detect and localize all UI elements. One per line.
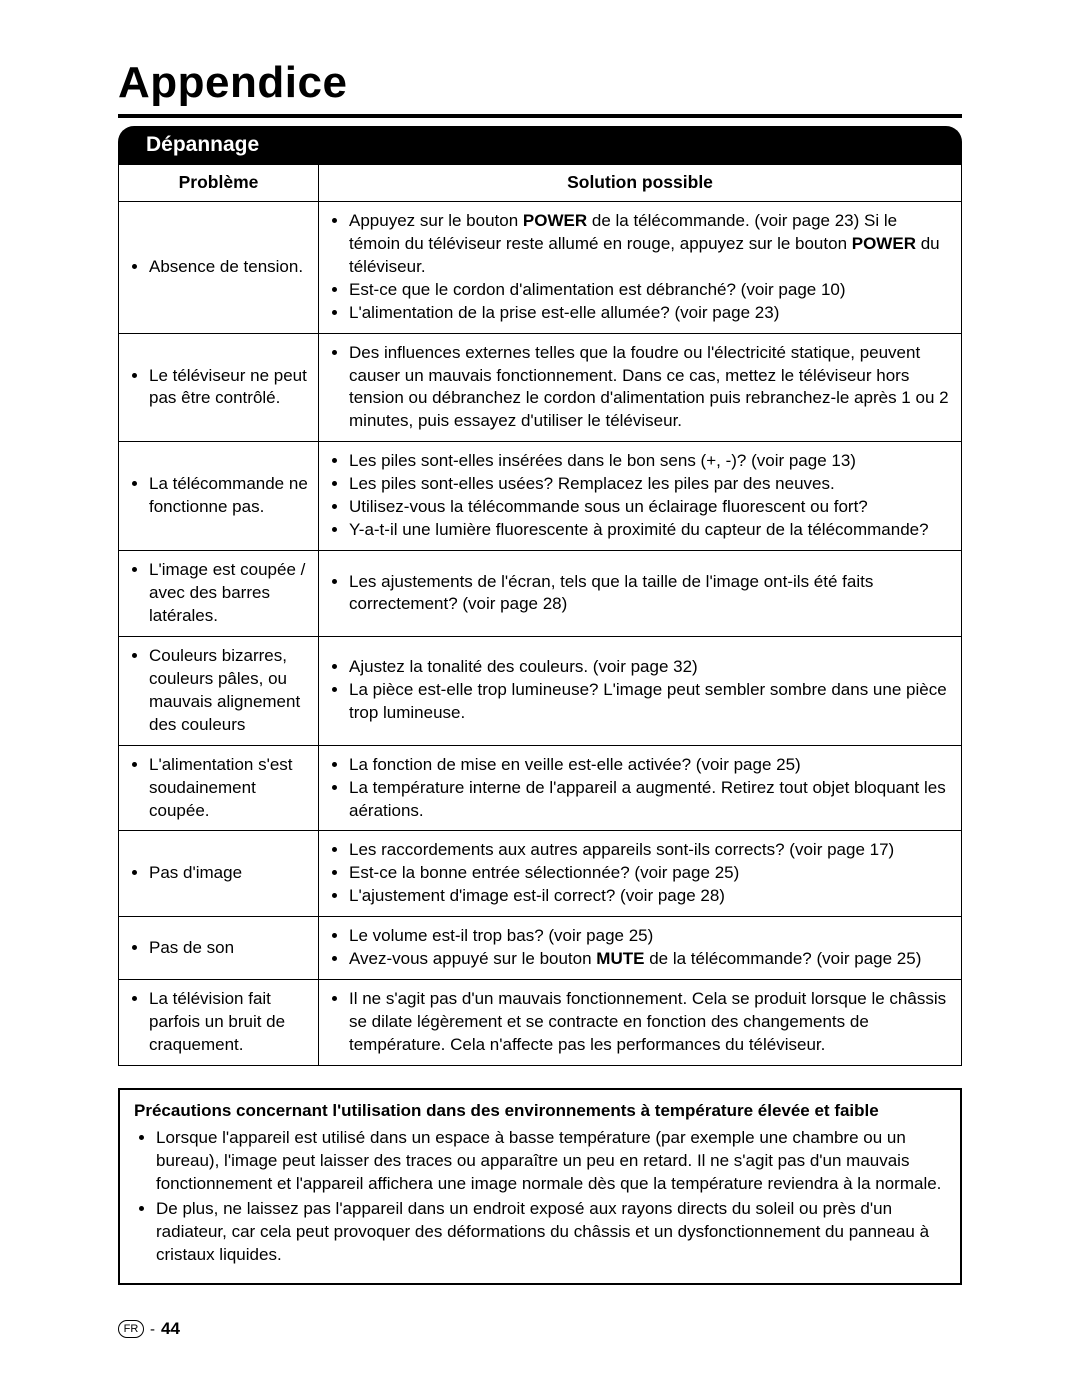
solution-cell: Les ajustements de l'écran, tels que la …: [319, 551, 962, 637]
problem-cell: Couleurs bizarres, couleurs pâles, ou ma…: [119, 636, 319, 745]
page-number: 44: [161, 1319, 180, 1339]
table-body: Absence de tension. Appuyez sur le bouton…: [119, 201, 962, 1065]
problem-list: Absence de tension.: [127, 256, 314, 279]
manual-page: Appendice Dépannage Problème Solution po…: [0, 0, 1080, 1397]
table-row: La télécommande ne fonctionne pas. Les pi…: [119, 442, 962, 551]
solution-item: Est-ce que le cordon d'alimentation est …: [349, 279, 949, 302]
table-row: Pas de son Le volume est-il trop bas? (vo…: [119, 917, 962, 980]
section-banner: Dépannage: [118, 126, 962, 164]
problem-cell: Pas d'image: [119, 831, 319, 917]
problem-cell: Pas de son: [119, 917, 319, 980]
problem-item: Le téléviseur ne peut pas être contrôlé.: [149, 365, 314, 411]
solution-item: Ajustez la tonalité des couleurs. (voir …: [349, 656, 949, 679]
solution-cell: Appuyez sur le bouton POWER de la téléco…: [319, 201, 962, 333]
solution-item: Les piles sont-elles insérées dans le bo…: [349, 450, 949, 473]
problem-list: L'alimentation s'est soudainement coupée…: [127, 754, 314, 823]
precautions-title: Précautions concernant l'utilisation dan…: [134, 1100, 946, 1123]
solution-item: Le volume est-il trop bas? (voir page 25…: [349, 925, 949, 948]
solution-list: Appuyez sur le bouton POWER de la téléco…: [327, 210, 949, 325]
problem-item: L'alimentation s'est soudainement coupée…: [149, 754, 314, 823]
precaution-item: Lorsque l'appareil est utilisé dans un e…: [156, 1127, 946, 1196]
header-solution: Solution possible: [319, 165, 962, 202]
solution-cell: Il ne s'agit pas d'un mauvais fonctionne…: [319, 980, 962, 1066]
solution-item: La température interne de l'appareil a a…: [349, 777, 949, 823]
solution-list: Ajustez la tonalité des couleurs. (voir …: [327, 656, 949, 725]
problem-cell: L'alimentation s'est soudainement coupée…: [119, 745, 319, 831]
footer-separator: -: [150, 1321, 155, 1338]
problem-cell: La télévision fait parfois un bruit de c…: [119, 980, 319, 1066]
precaution-item: De plus, ne laissez pas l'appareil dans …: [156, 1198, 946, 1267]
table-row: L'image est coupée / avec des barres lat…: [119, 551, 962, 637]
table-row: Absence de tension. Appuyez sur le bouton…: [119, 201, 962, 333]
title-rule: [118, 114, 962, 118]
table-row: La télévision fait parfois un bruit de c…: [119, 980, 962, 1066]
solution-item: Avez-vous appuyé sur le bouton MUTE de l…: [349, 948, 949, 971]
problem-item: La télécommande ne fonctionne pas.: [149, 473, 314, 519]
solution-item: Les piles sont-elles usées? Remplacez le…: [349, 473, 949, 496]
solution-list: Les piles sont-elles insérées dans le bo…: [327, 450, 949, 542]
table-row: Couleurs bizarres, couleurs pâles, ou ma…: [119, 636, 962, 745]
language-badge: FR: [118, 1320, 144, 1338]
problem-cell: Le téléviseur ne peut pas être contrôlé.: [119, 333, 319, 442]
troubleshooting-table: Problème Solution possible Absence de te…: [118, 164, 962, 1066]
solution-item: Appuyez sur le bouton POWER de la téléco…: [349, 210, 949, 279]
solution-item: Est-ce la bonne entrée sélectionnée? (vo…: [349, 862, 949, 885]
solution-item: L'alimentation de la prise est-elle allu…: [349, 302, 949, 325]
solution-list: Les raccordements aux autres appareils s…: [327, 839, 949, 908]
solution-list: Les ajustements de l'écran, tels que la …: [327, 571, 949, 617]
table-row: Le téléviseur ne peut pas être contrôlé.…: [119, 333, 962, 442]
table-row: Pas d'image Les raccordements aux autres …: [119, 831, 962, 917]
problem-cell: L'image est coupée / avec des barres lat…: [119, 551, 319, 637]
solution-item: La pièce est-elle trop lumineuse? L'imag…: [349, 679, 949, 725]
problem-item: La télévision fait parfois un bruit de c…: [149, 988, 314, 1057]
chapter-title: Appendice: [118, 58, 962, 108]
header-problem: Problème: [119, 165, 319, 202]
solution-item: L'ajustement d'image est-il correct? (vo…: [349, 885, 949, 908]
table-header-row: Problème Solution possible: [119, 165, 962, 202]
problem-item: Pas d'image: [149, 862, 314, 885]
problem-cell: Absence de tension.: [119, 201, 319, 333]
problem-item: Pas de son: [149, 937, 314, 960]
solution-item: Des influences externes telles que la fo…: [349, 342, 949, 434]
solution-cell: Le volume est-il trop bas? (voir page 25…: [319, 917, 962, 980]
problem-list: Pas d'image: [127, 862, 314, 885]
solution-cell: Les raccordements aux autres appareils s…: [319, 831, 962, 917]
page-footer: FR - 44: [118, 1319, 180, 1339]
solution-cell: Les piles sont-elles insérées dans le bo…: [319, 442, 962, 551]
problem-item: Absence de tension.: [149, 256, 314, 279]
problem-item: L'image est coupée / avec des barres lat…: [149, 559, 314, 628]
solution-cell: La fonction de mise en veille est-elle a…: [319, 745, 962, 831]
solution-item: Utilisez-vous la télécommande sous un éc…: [349, 496, 949, 519]
precautions-box: Précautions concernant l'utilisation dan…: [118, 1088, 962, 1285]
problem-list: L'image est coupée / avec des barres lat…: [127, 559, 314, 628]
problem-item: Couleurs bizarres, couleurs pâles, ou ma…: [149, 645, 314, 737]
solution-item: Il ne s'agit pas d'un mauvais fonctionne…: [349, 988, 949, 1057]
problem-list: Pas de son: [127, 937, 314, 960]
solution-item: La fonction de mise en veille est-elle a…: [349, 754, 949, 777]
solution-item: Les ajustements de l'écran, tels que la …: [349, 571, 949, 617]
problem-list: Le téléviseur ne peut pas être contrôlé.: [127, 365, 314, 411]
solution-list: Le volume est-il trop bas? (voir page 25…: [327, 925, 949, 971]
problem-list: La télévision fait parfois un bruit de c…: [127, 988, 314, 1057]
table-row: L'alimentation s'est soudainement coupée…: [119, 745, 962, 831]
problem-cell: La télécommande ne fonctionne pas.: [119, 442, 319, 551]
solution-list: Il ne s'agit pas d'un mauvais fonctionne…: [327, 988, 949, 1057]
solution-list: Des influences externes telles que la fo…: [327, 342, 949, 434]
solution-cell: Des influences externes telles que la fo…: [319, 333, 962, 442]
solution-list: La fonction de mise en veille est-elle a…: [327, 754, 949, 823]
solution-item: Les raccordements aux autres appareils s…: [349, 839, 949, 862]
problem-list: Couleurs bizarres, couleurs pâles, ou ma…: [127, 645, 314, 737]
precautions-list: Lorsque l'appareil est utilisé dans un e…: [134, 1127, 946, 1267]
solution-cell: Ajustez la tonalité des couleurs. (voir …: [319, 636, 962, 745]
solution-item: Y-a-t-il une lumière fluorescente à prox…: [349, 519, 949, 542]
problem-list: La télécommande ne fonctionne pas.: [127, 473, 314, 519]
